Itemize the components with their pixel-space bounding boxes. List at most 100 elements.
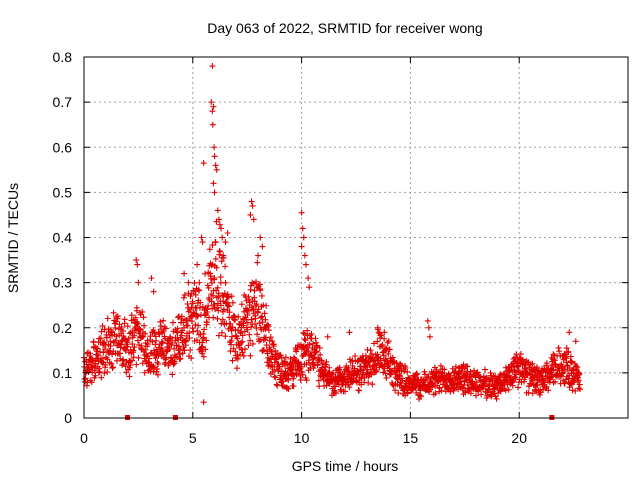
data-point [199, 303, 206, 310]
data-point [441, 366, 448, 373]
data-point [220, 252, 227, 259]
data-point [228, 293, 235, 300]
x-tick-label: 0 [80, 430, 88, 446]
data-point [136, 330, 143, 337]
data-point [196, 304, 203, 311]
data-point [274, 382, 281, 389]
data-point [380, 352, 387, 359]
data-point [239, 338, 246, 345]
data-point [543, 383, 550, 390]
data-point [478, 391, 485, 398]
data-point [240, 320, 247, 327]
data-point [449, 365, 456, 372]
data-point [129, 341, 136, 348]
data-point [244, 326, 251, 333]
data-point [575, 377, 582, 384]
data-point [247, 337, 254, 344]
data-point [217, 248, 224, 255]
data-point [432, 390, 439, 397]
data-point [194, 313, 201, 320]
data-point [519, 356, 526, 363]
data-point [180, 294, 187, 301]
data-point [119, 362, 126, 369]
data-point [565, 348, 572, 355]
data-point [222, 333, 229, 340]
data-point [150, 327, 157, 334]
data-point [472, 392, 479, 399]
data-point [315, 377, 322, 384]
data-point [300, 343, 307, 350]
data-point [459, 384, 466, 391]
data-point [186, 335, 193, 342]
data-point [576, 371, 583, 378]
data-point [239, 349, 246, 356]
data-point [330, 370, 337, 377]
y-tick-label: 0.8 [53, 49, 73, 65]
data-point [294, 345, 301, 352]
data-point [150, 288, 157, 295]
data-point [385, 350, 392, 357]
data-point [179, 350, 186, 357]
data-point [571, 376, 578, 383]
data-point [271, 366, 278, 373]
data-point [219, 234, 226, 241]
data-point [356, 387, 363, 394]
data-point [248, 316, 255, 323]
data-point [375, 329, 382, 336]
data-point [126, 330, 133, 337]
data-point [131, 344, 138, 351]
data-point [112, 324, 119, 331]
data-point [232, 348, 239, 355]
data-point [462, 389, 469, 396]
data-point [452, 363, 459, 370]
data-point [254, 309, 261, 316]
data-point [395, 390, 402, 397]
data-point [568, 380, 575, 387]
data-point [175, 314, 182, 321]
data-point [202, 270, 209, 277]
y-tick-label: 0.2 [53, 320, 73, 336]
data-point [194, 261, 201, 268]
data-point [365, 379, 372, 386]
data-point [147, 350, 154, 357]
data-point [135, 354, 142, 361]
data-point [144, 341, 151, 348]
data-point [139, 308, 146, 315]
data-point [233, 365, 240, 372]
data-point [303, 361, 310, 368]
data-point [393, 360, 400, 367]
data-point [102, 361, 109, 368]
data-point [374, 351, 381, 358]
data-point [173, 353, 180, 360]
data-point [174, 325, 181, 332]
data-point [260, 346, 267, 353]
y-tick-label: 0.3 [53, 275, 73, 291]
data-point [101, 370, 108, 377]
data-point [165, 362, 172, 369]
data-point [242, 346, 249, 353]
data-point [402, 364, 409, 371]
data-point [369, 381, 376, 388]
data-point [133, 257, 140, 264]
data-point [377, 357, 384, 364]
data-point [306, 284, 313, 291]
data-point [502, 387, 509, 394]
data-point [87, 352, 94, 359]
data-point [437, 362, 444, 369]
data-point [142, 346, 149, 353]
data-point [134, 337, 141, 344]
data-point [228, 337, 235, 344]
data-point [298, 243, 305, 250]
data-point [551, 357, 558, 364]
data-point [559, 370, 566, 377]
data-point [130, 354, 137, 361]
data-point [162, 325, 169, 332]
data-point [186, 329, 193, 336]
data-point [527, 371, 534, 378]
data-point [393, 375, 400, 382]
data-point [214, 284, 221, 291]
data-point [188, 318, 195, 325]
data-point [285, 385, 292, 392]
data-point [234, 335, 241, 342]
data-point [229, 357, 236, 364]
